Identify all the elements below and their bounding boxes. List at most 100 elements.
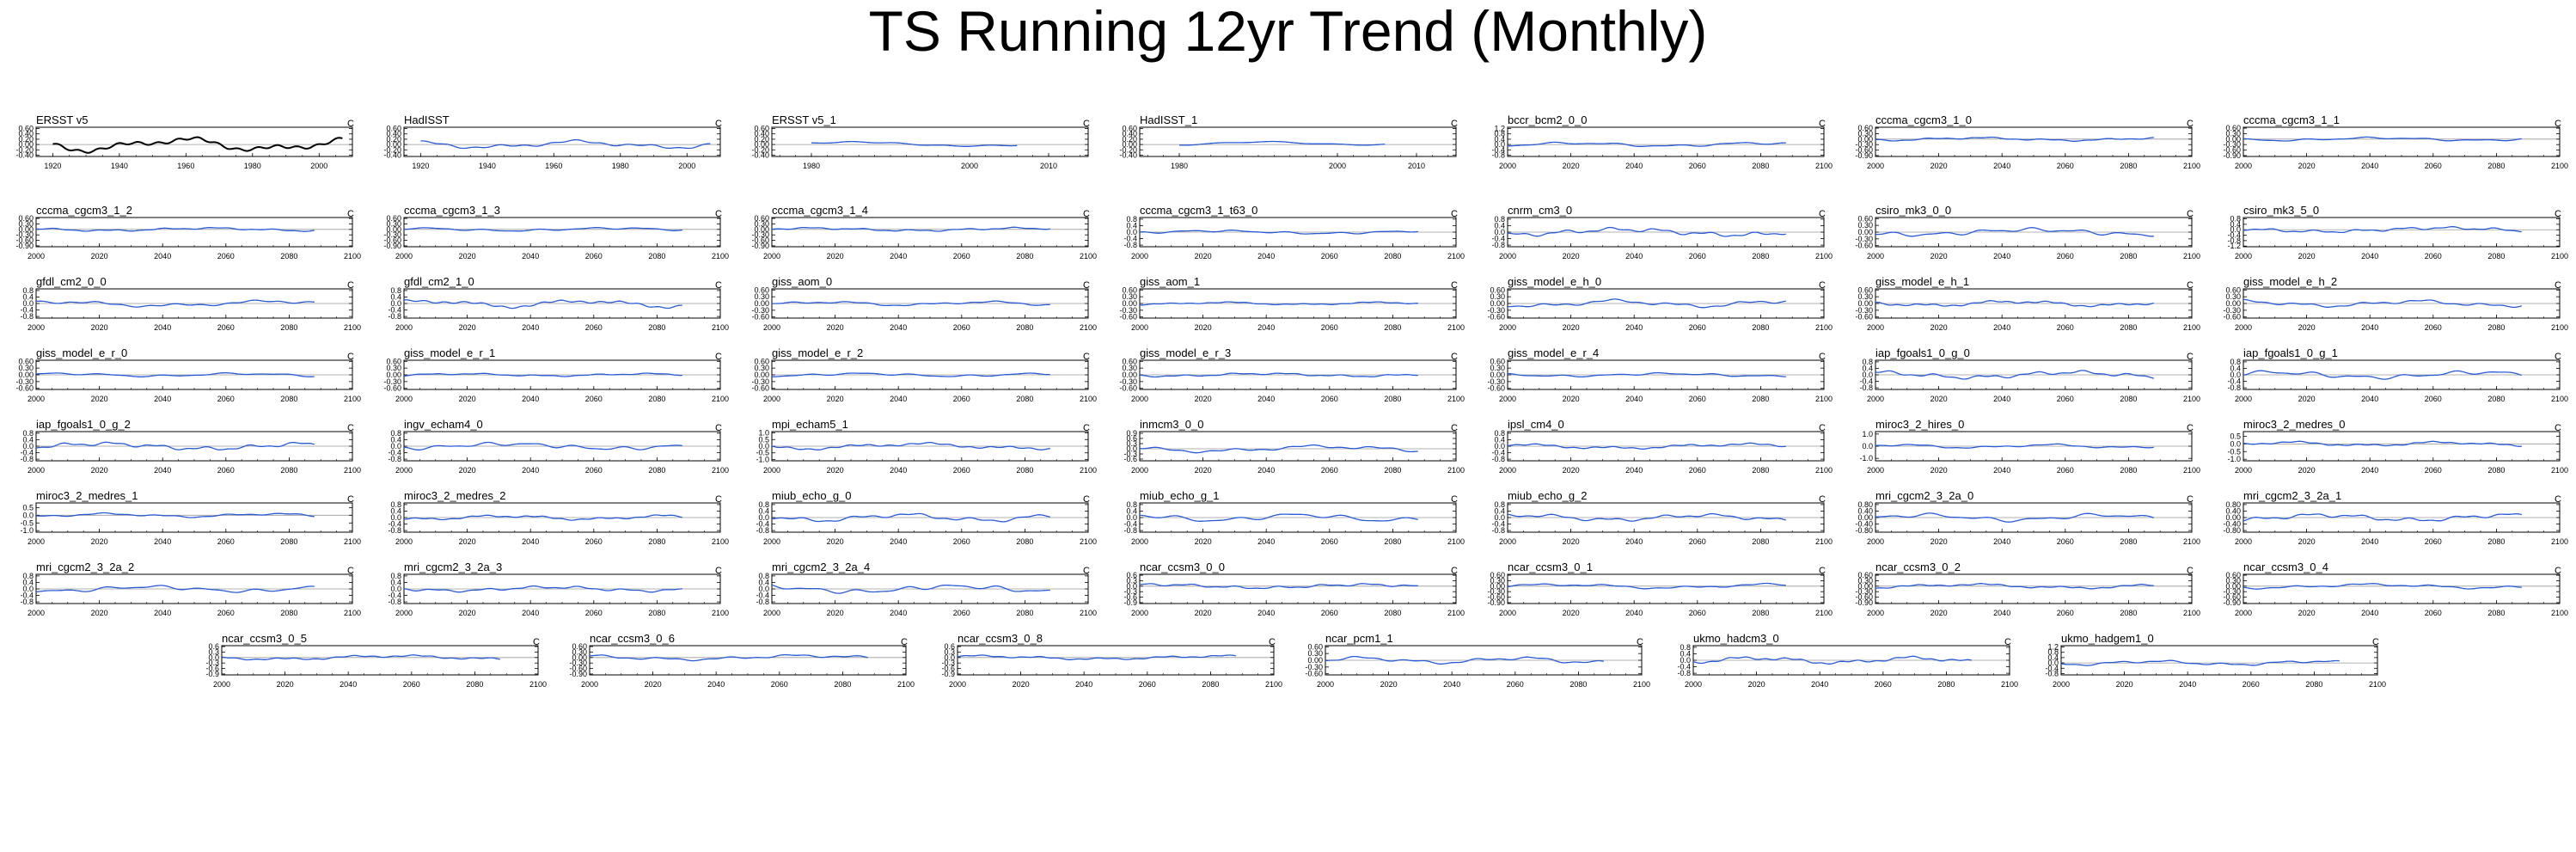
panel-title: giss_model_e_r_3	[1140, 346, 1231, 359]
y-tick-label: -0.90	[751, 242, 769, 250]
panel-title: mri_cgcm2_3_2a_3	[404, 561, 502, 573]
x-tick-label: 2040	[1993, 537, 2010, 546]
chart-panel: giss_model_e_h_2 C0.600.300.00-0.30-0.602…	[2223, 275, 2568, 332]
x-tick-label: 2100	[1815, 395, 1833, 403]
y-tick-label: -0.8	[1491, 241, 1505, 249]
panel-title: mri_cgcm2_3_2a_0	[1875, 489, 1973, 502]
x-tick-label: 2100	[1080, 466, 1097, 475]
x-tick-label: 2040	[1257, 395, 1275, 403]
x-tick-label: 2040	[1993, 162, 2010, 170]
y-tick-label: -0.60	[1855, 242, 1873, 250]
y-tick-label: -0.60	[751, 313, 769, 322]
x-tick-label: 2020	[1195, 252, 1212, 261]
y-tick-label: -0.8	[756, 526, 769, 535]
x-tick-label: 2020	[277, 680, 294, 689]
x-tick-label: 2080	[1384, 395, 1401, 403]
y-tick-label: -0.60	[383, 384, 401, 393]
x-tick-label: 2060	[1507, 680, 1524, 689]
y-tick-label: -0.8	[20, 455, 34, 463]
chart-panel: ingv_echam4_0 C0.80.40.0-0.4-0.82000 2020 2…	[388, 418, 729, 475]
chart-panel: giss_aom_0 C0.600.300.00-0.30-0.602000 202…	[751, 275, 1097, 332]
x-tick-label: 2000	[763, 609, 780, 617]
x-tick-label: 2000	[2235, 162, 2252, 170]
chart-panel: cccma_cgcm3_1_t63_0 C0.80.40.0-0.4-0.8200…	[1123, 204, 1465, 261]
y-tick-label: -0.8	[1491, 526, 1505, 535]
x-tick-label: 2000	[763, 323, 780, 332]
y-tick-label: -0.8	[388, 455, 401, 463]
plot-frame	[222, 646, 538, 675]
panel-title: cccma_cgcm3_1_2	[36, 204, 132, 217]
x-tick-label: 2100	[712, 252, 729, 261]
x-tick-label: 2020	[1930, 252, 1948, 261]
x-tick-label: 2060	[217, 395, 235, 403]
panel-title: miroc3_2_hires_0	[1875, 418, 1964, 431]
chart-panel: iap_fgoals1_0_g_2 C0.80.40.0-0.4-0.82000 2…	[20, 418, 361, 475]
x-tick-label: 2080	[1752, 537, 1769, 546]
x-tick-label: 2040	[1257, 323, 1275, 332]
y-tick-label: -0.8	[388, 598, 401, 606]
x-tick-label: 2040	[154, 323, 171, 332]
x-tick-label: 2000	[395, 466, 413, 475]
chart-panel: mri_cgcm2_3_2a_2 C 0.80.40.0-0.4-0.8 2000 20…	[20, 561, 361, 617]
x-tick-label: 2020	[91, 537, 108, 546]
chart-panel: csiro_mk3_0_0 C0.600.300.00-0.30-0.602000…	[1855, 204, 2200, 261]
y-tick-label: -0.8	[1491, 455, 1505, 463]
x-tick-label: 2040	[2361, 162, 2378, 170]
y-tick-label: -0.60	[1487, 384, 1505, 393]
x-tick-label: 2040	[154, 252, 171, 261]
x-tick-label: 2060	[1321, 609, 1338, 617]
x-tick-label: 2060	[1689, 323, 1706, 332]
plot-frame	[2243, 432, 2560, 461]
x-tick-label: 2000	[28, 252, 45, 261]
x-tick-label: 2000	[213, 680, 230, 689]
x-tick-label: 2100	[1815, 466, 1833, 475]
chart-panel: ERSST v5 C 0.600.400.200.00-0.20-0.40 1920 1…	[15, 113, 354, 170]
x-tick-label: 2080	[1937, 680, 1955, 689]
y-tick-label: -0.8	[1859, 383, 1873, 392]
y-tick-label: -0.60	[1119, 313, 1137, 322]
x-tick-label: 2060	[585, 537, 603, 546]
chart-panel: giss_model_e_r_0 C0.600.300.00-0.30-0.602…	[15, 346, 361, 403]
y-tick-label: -0.60	[751, 384, 769, 393]
x-tick-label: 2020	[1195, 323, 1212, 332]
y-tick-label: -0.40	[15, 150, 34, 159]
panel-title: ncar_ccsm3_0_2	[1875, 561, 1961, 573]
x-tick-label: 2100	[2183, 162, 2200, 170]
y-tick-label: -0.90	[2223, 151, 2241, 160]
x-tick-label: 2000	[1499, 162, 1516, 170]
x-tick-label: 2040	[522, 466, 539, 475]
panel-title: gfdl_cm2_1_0	[404, 275, 474, 288]
x-tick-label: 2060	[2425, 537, 2442, 546]
panel-title: bccr_bcm2_0_0	[1508, 113, 1588, 126]
y-tick-label: -1.0	[756, 455, 769, 463]
y-tick-label: -0.90	[2223, 598, 2241, 607]
x-tick-label: 2000	[678, 162, 695, 170]
chart-panel: giss_aom_1 C0.600.300.00-0.30-0.602000 202…	[1119, 275, 1465, 332]
x-tick-label: 2020	[827, 537, 844, 546]
x-tick-label: 2100	[2183, 537, 2200, 546]
x-tick-label: 2000	[28, 395, 45, 403]
x-tick-label: 2020	[1195, 395, 1212, 403]
x-tick-label: 2020	[1930, 537, 1948, 546]
x-tick-label: 2040	[890, 466, 907, 475]
x-tick-label: 2000	[28, 609, 45, 617]
y-tick-label: -0.60	[2223, 313, 2241, 322]
x-tick-label: 2040	[1257, 537, 1275, 546]
chart-panel: gfdl_cm2_0_0 C 0.80.40.0-0.4-0.8 2000 2020 20…	[20, 275, 361, 332]
x-tick-label: 2080	[1016, 537, 1033, 546]
x-tick-label: 2060	[1321, 537, 1338, 546]
y-tick-label: -0.60	[1855, 313, 1873, 322]
x-tick-label: 2000	[1867, 252, 1884, 261]
x-tick-label: 2060	[2425, 162, 2442, 170]
x-tick-label: 2060	[585, 323, 603, 332]
x-tick-label: 2080	[2120, 395, 2137, 403]
series-line	[811, 142, 1017, 147]
x-tick-label: 2060	[2425, 609, 2442, 617]
panel-title: giss_aom_1	[1140, 275, 1200, 288]
x-tick-label: 2100	[1080, 323, 1097, 332]
x-tick-label: 2040	[2361, 609, 2378, 617]
plot-frame	[772, 218, 1088, 247]
y-tick-label: -0.8	[388, 526, 401, 535]
panel-title: ukmo_hadcm3_0	[1693, 632, 1779, 645]
panel-title: cccma_cgcm3_1_4	[772, 204, 868, 217]
